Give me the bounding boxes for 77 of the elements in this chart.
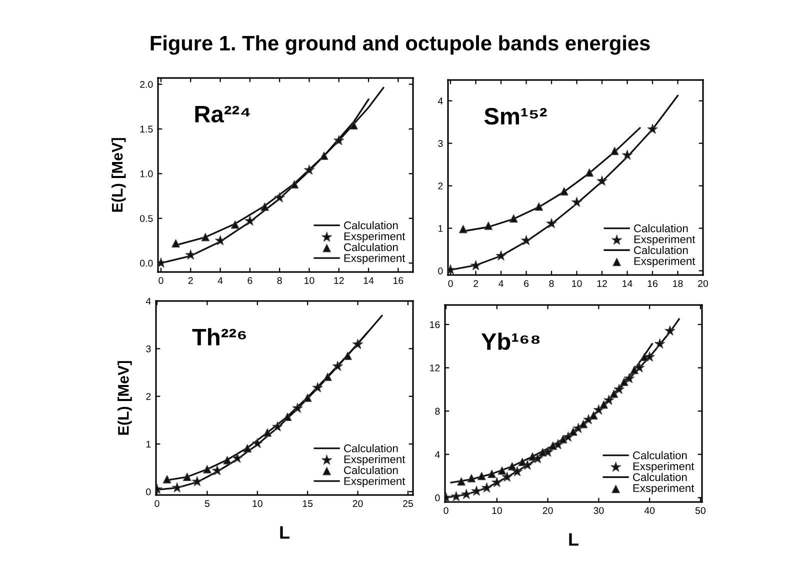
x-tick-label: 20 — [352, 500, 363, 507]
legend-label: Calculation — [344, 444, 398, 452]
y-tick-label: 1 — [146, 440, 151, 448]
legend-label: Calculation — [634, 224, 688, 232]
x-axis-title: L — [280, 526, 290, 539]
legend-label: Exsperiment — [634, 235, 696, 246]
legend-label: Exsperiment — [633, 484, 694, 494]
x-tick-label: 10 — [252, 500, 262, 507]
annotation: Th²²⁶ — [192, 328, 246, 346]
y-tick-label: 0 — [435, 494, 440, 502]
y-tick-label: 4 — [434, 451, 440, 458]
legend-label: Exsperiment — [344, 455, 406, 466]
y-axis-title: E(L) [MeV] — [118, 361, 132, 435]
x-tick-label: 0 — [158, 277, 164, 284]
x-tick-label: 2 — [188, 277, 193, 284]
x-tick-label: 12 — [597, 280, 607, 287]
x-tick-label: 0 — [444, 507, 448, 514]
y-tick-label: 0.5 — [140, 215, 153, 222]
x-tick-label: 6 — [524, 280, 529, 287]
y-tick-label: 4 — [438, 98, 443, 104]
x-tick-label: 0 — [154, 500, 160, 507]
x-tick-label: 5 — [204, 500, 210, 507]
legend-label: Exsperiment — [634, 256, 696, 268]
x-tick-label: 50 — [695, 507, 706, 514]
legend-label: Calculation — [634, 246, 688, 254]
x-tick-label: 14 — [622, 280, 632, 287]
y-tick-label: 1 — [438, 225, 443, 232]
x-axis-title: L — [569, 533, 578, 546]
y-tick-label: 3 — [438, 140, 443, 147]
legend-label: Calculation — [344, 242, 398, 252]
x-tick-label: 16 — [648, 280, 658, 287]
x-tick-label: 30 — [594, 507, 604, 514]
x-tick-label: 10 — [304, 277, 314, 284]
x-tick-label: 10 — [572, 280, 582, 287]
y-tick-label: 2 — [146, 393, 151, 400]
legend-label: Calculation — [633, 451, 687, 460]
y-tick-label: 0.0 — [140, 260, 153, 267]
y-tick-label: 2.0 — [140, 80, 153, 88]
legend-label: Exsperiment — [344, 476, 406, 488]
x-tick-label: 2 — [474, 280, 478, 287]
x-tick-label: 10 — [492, 507, 502, 514]
x-tick-label: 4 — [218, 277, 223, 284]
x-tick-label: 40 — [644, 507, 655, 514]
y-tick-label: 3 — [146, 345, 151, 352]
y-tick-label: 1.5 — [140, 126, 153, 133]
annotation: Sm¹⁵² — [484, 108, 547, 125]
chart-title: Figure 1. The ground and octupole bands energies — [150, 35, 650, 55]
y-tick-label: 2 — [438, 182, 443, 190]
y-axis-title: E(L) [MeV] — [111, 138, 126, 212]
x-tick-label: 8 — [549, 280, 554, 287]
y-tick-label: 12 — [430, 364, 440, 372]
legend-label: Calculation — [633, 472, 687, 482]
legend-label: Exsperiment — [633, 462, 694, 472]
y-tick-label: 1.0 — [140, 170, 153, 178]
x-tick-label: 16 — [394, 277, 404, 284]
x-tick-label: 14 — [364, 277, 374, 284]
y-tick-label: 0 — [438, 267, 443, 274]
x-tick-label: 20 — [542, 507, 553, 514]
x-tick-label: 6 — [248, 277, 252, 284]
y-tick-label: 4 — [146, 298, 151, 305]
y-tick-label: 16 — [430, 321, 440, 328]
x-tick-label: 4 — [498, 280, 504, 287]
legend-label: Exsperiment — [344, 232, 406, 242]
annotation: Ra²²⁴ — [195, 106, 250, 123]
y-tick-label: 0 — [146, 488, 151, 496]
x-tick-label: 15 — [302, 500, 313, 507]
y-tick-label: 8 — [435, 408, 440, 415]
x-tick-label: 8 — [277, 277, 282, 284]
x-tick-label: 25 — [403, 500, 413, 507]
legend-label: Calculation — [344, 221, 398, 230]
x-tick-label: 0 — [448, 280, 453, 287]
x-tick-label: 18 — [673, 280, 683, 287]
x-tick-label: 20 — [698, 280, 708, 287]
legend-label: Calculation — [344, 466, 398, 474]
x-tick-label: 12 — [334, 277, 344, 284]
annotation: Yb¹⁶⁸ — [481, 332, 540, 350]
legend-label: Exsperiment — [344, 254, 406, 264]
